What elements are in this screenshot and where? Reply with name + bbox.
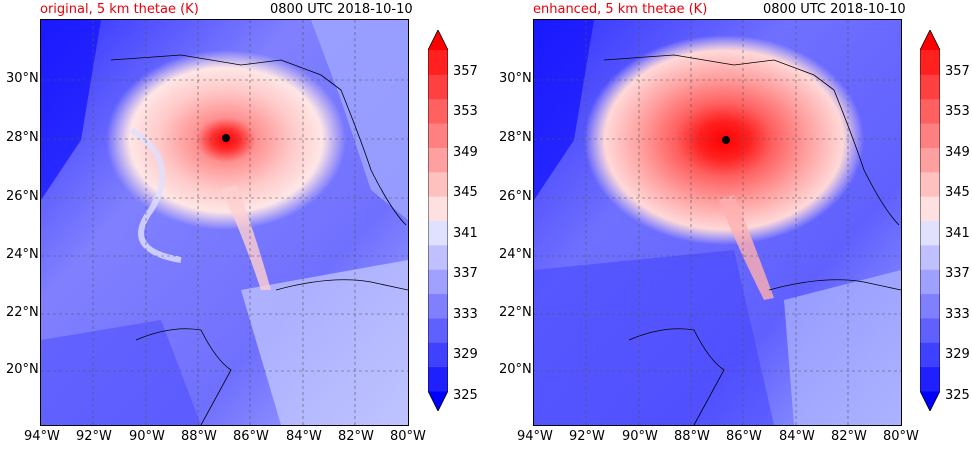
panel1-lat-label: 24°N [6,247,39,262]
colorbar-extend-high [920,30,940,50]
panel2-lon-label: 92°W [569,429,605,444]
colorbar-extend-low [428,391,448,411]
colorbar-level [428,196,448,221]
panel1-lon-label: 84°W [286,429,322,444]
panel1-lon-label: 92°W [76,429,112,444]
colorbar-level [920,366,940,392]
panel1-lon-label: 82°W [338,429,374,444]
panel1-colorbar-tick: 333 [453,307,478,322]
panel2-lon-label: 94°W [517,429,553,444]
panel1-colorbar-tick: 341 [453,226,478,241]
panel1-lat-label: 30°N [6,71,39,86]
panel2-colorbar-tick: 353 [945,104,970,119]
panel1-colorbar-tick: 337 [453,266,478,281]
colorbar-level [920,74,940,100]
colorbar-level [920,293,940,319]
colorbar-level [428,342,448,368]
panel1-lat-label: 28°N [6,130,39,145]
panel2-lon-label: 90°W [622,429,658,444]
panel1-colorbar-tick: 329 [453,347,478,362]
panel1-colorbar-tick: 325 [453,388,478,403]
colorbar-level [428,98,448,124]
panel1-title-right: 0800 UTC 2018-10-10 [270,2,413,17]
colorbar-level [428,147,448,173]
colorbar-level [920,50,940,75]
panel1-lon-label: 86°W [233,429,269,444]
colorbar-level [920,196,940,221]
panel2-lat-label: 20°N [499,362,532,377]
panel2-colorbar-tick: 325 [945,388,970,403]
panel1-lon-label: 90°W [129,429,165,444]
panel2-lon-label: 80°W [883,429,919,444]
panel1-lon-label: 80°W [390,429,426,444]
panel2-lon-label: 88°W [674,429,710,444]
colorbar-level [920,244,940,270]
colorbar-level [920,147,940,173]
panel2-lat-label: 26°N [499,189,532,204]
panel1-map [40,19,409,426]
colorbar-extend-high [428,30,448,50]
panel2-storm-center-marker [722,136,730,144]
panel1-lon-label: 94°W [24,429,60,444]
panel2-lat-label: 24°N [499,247,532,262]
panel2-title-left: enhanced, 5 km thetae (K) [533,2,708,17]
colorbar-level [920,342,940,368]
colorbar-level [428,293,448,319]
panel1-title-left: original, 5 km thetae (K) [40,2,199,17]
panel1-colorbar-tick: 357 [453,64,478,79]
colorbar-level [920,123,940,148]
colorbar-level [428,244,448,270]
panel1-colorbar-tick: 349 [453,145,478,160]
panel2-lat-label: 22°N [499,305,532,320]
panel1-colorbar [428,30,448,411]
panel2-lat-label: 28°N [499,130,532,145]
colorbar-extend-low [920,391,940,411]
panel2-map [533,19,902,426]
colorbar-level [428,269,448,295]
panel2-lat-label: 30°N [499,71,532,86]
panel1-lat-label: 26°N [6,189,39,204]
colorbar-level [920,317,940,343]
colorbar-level [428,50,448,75]
panel2-lon-label: 86°W [726,429,762,444]
panel2-colorbar-tick: 345 [945,185,970,200]
panel2-lon-label: 82°W [831,429,867,444]
panel2-colorbar-tick: 357 [945,64,970,79]
colorbar-level [920,171,940,197]
colorbar-level [428,366,448,392]
colorbar-level [428,74,448,100]
colorbar-level [428,171,448,197]
colorbar-level [920,269,940,295]
panel1-colorbar-tick: 345 [453,185,478,200]
colorbar-level [428,220,448,246]
panel2-colorbar-tick: 329 [945,347,970,362]
colorbar-level [920,220,940,246]
panel1-lat-label: 20°N [6,362,39,377]
panel2-colorbar-tick: 333 [945,307,970,322]
panel2-colorbar [920,30,940,411]
panel1-lon-label: 88°W [181,429,217,444]
colorbar-level [428,317,448,343]
panel1-colorbar-tick: 353 [453,104,478,119]
panel1-storm-center-marker [222,134,230,142]
panel2-title-right: 0800 UTC 2018-10-10 [763,2,906,17]
colorbar-level [920,98,940,124]
panel2-colorbar-tick: 349 [945,145,970,160]
panel1-lat-label: 22°N [6,305,39,320]
panel2-lon-label: 84°W [779,429,815,444]
panel2-colorbar-tick: 341 [945,226,970,241]
panel2-colorbar-tick: 337 [945,266,970,281]
colorbar-level [428,123,448,148]
